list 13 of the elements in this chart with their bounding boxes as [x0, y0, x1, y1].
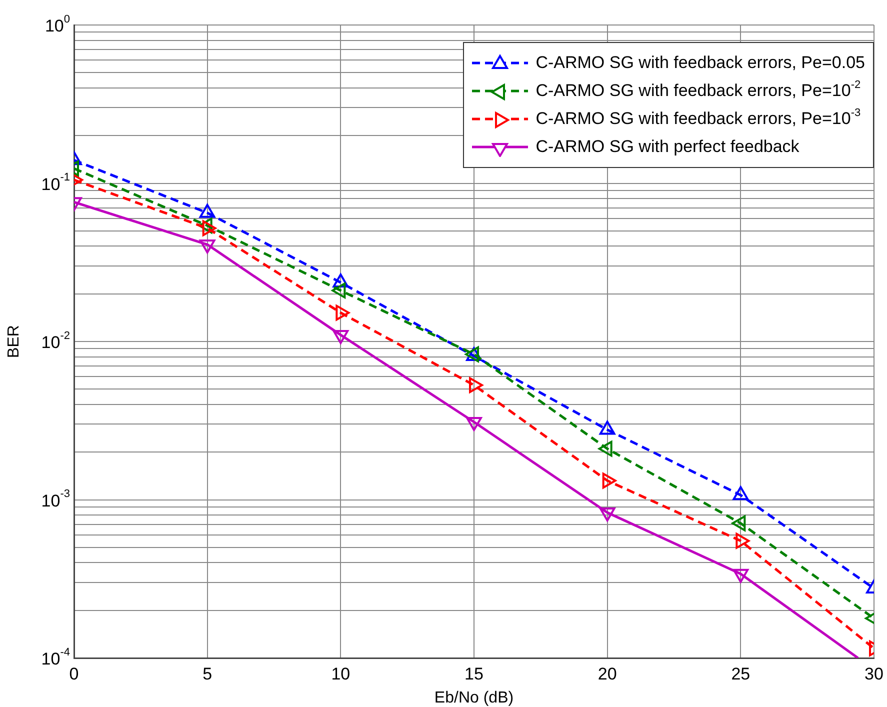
x-tick-label: 25: [731, 664, 750, 684]
y-axis-title: BER: [5, 325, 22, 358]
legend-label: C-ARMO SG with feedback errors, Pe=10$^{-2}$: [536, 79, 861, 101]
x-tick-label: 20: [598, 664, 617, 684]
legend-label: C-ARMO SG with perfect feedback: [536, 137, 800, 157]
x-tick-label: 0: [69, 664, 79, 684]
x-tick-label: 10: [331, 664, 350, 684]
x-tick-label: 15: [464, 664, 484, 684]
x-axis-title: Eb/No (dB): [434, 689, 514, 706]
x-tick-label: 30: [864, 664, 884, 684]
legend-label: C-ARMO SG with feedback errors, Pe=10$^{-3}$: [536, 107, 861, 129]
x-tick-label: 5: [202, 664, 212, 684]
legend-label: C-ARMO SG with feedback errors, Pe=0.05: [536, 53, 865, 73]
